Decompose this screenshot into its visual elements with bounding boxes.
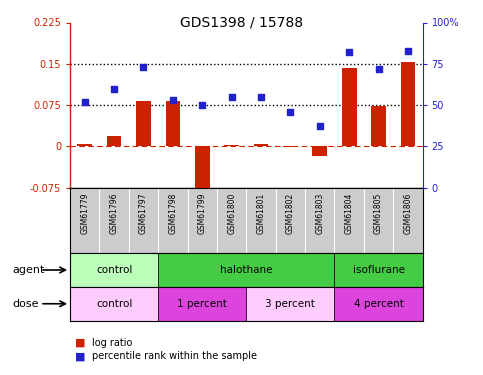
Text: 3 percent: 3 percent — [266, 299, 315, 309]
Bar — [166, 101, 180, 146]
Point — [404, 48, 412, 54]
Text: halothane: halothane — [220, 265, 272, 275]
Bar — [246, 287, 335, 321]
Bar — [70, 287, 158, 321]
Bar — [158, 287, 246, 321]
Text: GSM61801: GSM61801 — [256, 193, 266, 234]
Text: GSM61806: GSM61806 — [403, 193, 412, 234]
Point — [316, 123, 324, 129]
Bar — [334, 287, 423, 321]
Text: GSM61802: GSM61802 — [286, 193, 295, 234]
Text: GSM61804: GSM61804 — [345, 193, 354, 234]
Bar — [70, 253, 158, 287]
Text: GSM61805: GSM61805 — [374, 193, 383, 234]
Text: control: control — [96, 299, 132, 309]
Text: 1 percent: 1 percent — [177, 299, 227, 309]
Bar — [158, 253, 335, 287]
Text: GSM61797: GSM61797 — [139, 193, 148, 234]
Text: isoflurane: isoflurane — [353, 265, 405, 275]
Bar — [342, 68, 356, 146]
Point — [81, 99, 88, 105]
Text: GSM61796: GSM61796 — [110, 193, 119, 234]
Bar — [107, 136, 121, 146]
Text: percentile rank within the sample: percentile rank within the sample — [92, 351, 257, 361]
Point — [110, 86, 118, 92]
Text: GSM61800: GSM61800 — [227, 193, 236, 234]
Bar — [371, 106, 386, 146]
Text: agent: agent — [12, 265, 44, 275]
Text: GDS1398 / 15788: GDS1398 / 15788 — [180, 15, 303, 29]
Bar — [77, 144, 92, 146]
Text: dose: dose — [12, 299, 39, 309]
Point — [199, 102, 206, 108]
Text: GSM61798: GSM61798 — [169, 193, 177, 234]
Bar — [283, 146, 298, 147]
Bar — [254, 144, 269, 146]
Text: 4 percent: 4 percent — [354, 299, 403, 309]
Text: log ratio: log ratio — [92, 338, 132, 348]
Text: control: control — [96, 265, 132, 275]
Text: ■: ■ — [75, 351, 85, 361]
Text: GSM61803: GSM61803 — [315, 193, 324, 234]
Bar — [136, 101, 151, 146]
Point — [169, 97, 177, 103]
Text: GSM61799: GSM61799 — [198, 193, 207, 234]
Point — [345, 49, 353, 55]
Point — [375, 66, 383, 72]
Bar — [224, 145, 239, 146]
Bar — [313, 146, 327, 156]
Point — [257, 94, 265, 100]
Bar — [195, 146, 210, 198]
Bar — [334, 253, 423, 287]
Text: GSM61779: GSM61779 — [80, 193, 89, 234]
Point — [140, 64, 147, 70]
Point — [228, 94, 236, 100]
Text: ■: ■ — [75, 338, 85, 348]
Point — [286, 109, 294, 115]
Bar — [400, 62, 415, 146]
